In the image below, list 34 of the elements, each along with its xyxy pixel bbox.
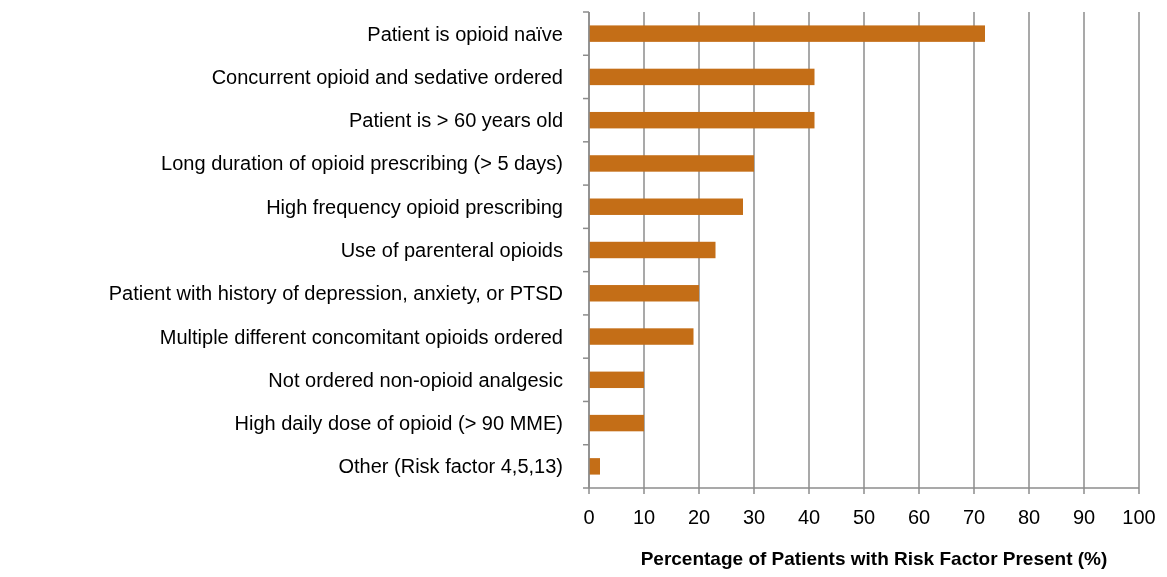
bar xyxy=(589,111,815,129)
bar xyxy=(589,241,716,259)
y-tick-label: Use of parenteral opioids xyxy=(340,239,563,261)
y-tick-label: High daily dose of opioid (> 90 MME) xyxy=(234,412,563,435)
y-tick-label: Multiple different concomitant opioids ordered xyxy=(159,325,563,348)
x-tick-label: 70 xyxy=(962,506,986,528)
y-tick-label: Concurrent opioid and sedative ordered xyxy=(211,65,563,88)
bar xyxy=(589,458,600,475)
x-tick-label: 60 xyxy=(907,506,931,528)
bar xyxy=(589,285,699,302)
bar xyxy=(589,155,754,172)
bar xyxy=(589,25,985,42)
y-tick-label: Patient with history of depression, anxiety, or PTSD xyxy=(108,282,563,305)
x-tick-label: 80 xyxy=(1017,506,1041,528)
y-tick-label: High frequency opioid prescribing xyxy=(266,195,563,218)
x-tick-label: 20 xyxy=(687,506,711,528)
y-tick-label: Patient is opioid naïve xyxy=(367,22,563,45)
x-tick-label: 90 xyxy=(1072,506,1096,528)
x-axis-title: Percentage of Patients with Risk Factor Present (%) xyxy=(640,548,1108,569)
bar xyxy=(589,328,694,345)
bar xyxy=(589,68,815,86)
y-tick-label: Not ordered non-opioid analgesic xyxy=(268,368,563,391)
x-tick-label: 40 xyxy=(797,506,821,528)
x-tick-label: 30 xyxy=(742,506,766,528)
x-tick-label: 100 xyxy=(1122,506,1156,528)
bar xyxy=(589,198,743,215)
x-tick-label: 10 xyxy=(632,506,656,528)
y-tick-label: Patient is > 60 years old xyxy=(348,109,563,132)
x-tick-label: 0 xyxy=(583,506,595,528)
x-tick-label: 50 xyxy=(852,506,876,528)
y-tick-label: Other (Risk factor 4,5,13) xyxy=(338,455,563,478)
bar xyxy=(589,414,644,432)
y-tick-label: Long duration of opioid prescribing (> 5 days) xyxy=(161,152,563,175)
bar xyxy=(589,371,644,389)
